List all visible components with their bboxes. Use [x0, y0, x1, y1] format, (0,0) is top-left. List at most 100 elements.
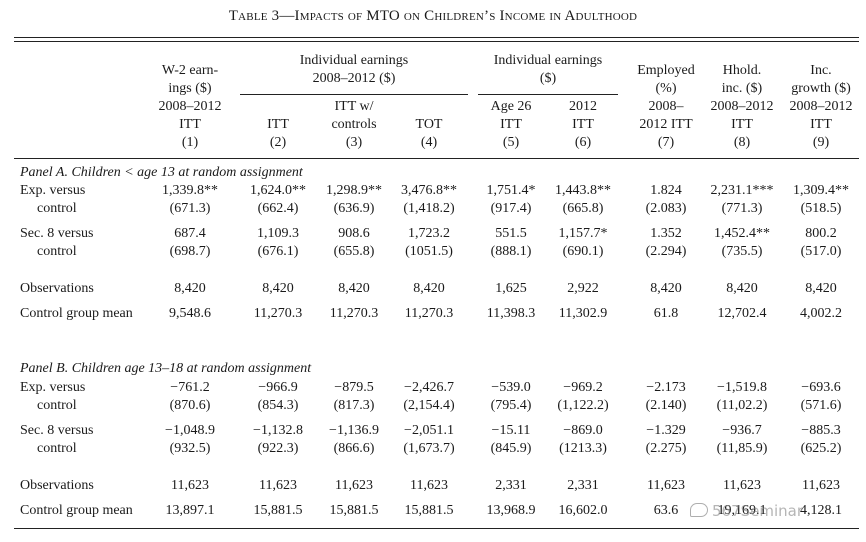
cell-exp-coef-col7: −2.173	[646, 380, 686, 395]
header-group-rule-right	[478, 94, 618, 95]
cell-exp-coef-col3: 1,298.9**	[326, 183, 382, 198]
cell-sec8-se-col1: (698.7)	[169, 244, 211, 259]
cell-sec8-coef-col2: 1,109.3	[257, 226, 299, 241]
cell-control-mean-col7: 61.8	[653, 306, 679, 321]
cell-sec8-se-col5: (888.1)	[490, 244, 532, 259]
header-col8: Hhold. inc. ($) 2008–2012 ITT (8)	[710, 63, 774, 150]
header-col2: ITT (2)	[267, 117, 289, 150]
cell-exp-coef-col5: 1,751.4*	[486, 183, 536, 198]
header-col7: Employed (%) 2008– 2012 ITT (7)	[637, 63, 695, 150]
cell-exp-coef-col8: 2,231.1***	[710, 183, 774, 198]
cell-exp-se-col2: (662.4)	[257, 201, 299, 216]
cell-sec8-coef-col7: 1.352	[650, 226, 682, 241]
cell-observations-col1: 11,623	[171, 478, 209, 493]
cell-observations-col7: 11,623	[647, 478, 685, 493]
cell-sec8-coef-col3: 908.6	[338, 226, 370, 241]
panel-a-title: Panel A. Children < age 13 at random ass…	[20, 165, 303, 180]
cell-control-mean-col6: 11,302.9	[558, 306, 608, 321]
cell-control-mean-col5: 13,968.9	[486, 503, 536, 518]
cell-sec8-se-col8: (11,85.9)	[716, 441, 768, 456]
header-col9: Inc. growth ($) 2008–2012 ITT (9)	[789, 63, 853, 150]
top-rule	[14, 37, 859, 38]
cell-observations-col4: 11,623	[410, 478, 448, 493]
row-label-exp-control: control	[37, 398, 77, 413]
header-bottom-rule	[14, 158, 859, 159]
cell-sec8-se-col9: (517.0)	[800, 244, 842, 259]
cell-sec8-coef-col9: 800.2	[805, 226, 837, 241]
cell-observations-col9: 11,623	[802, 478, 840, 493]
cell-control-mean-col8: 12,702.4	[717, 306, 767, 321]
header-group-indiv: Individual earnings ($)	[493, 53, 603, 86]
cell-exp-se-col2: (854.3)	[257, 398, 299, 413]
cell-sec8-se-col9: (625.2)	[800, 441, 842, 456]
cell-observations-col5: 1,625	[495, 281, 527, 296]
cell-observations-col7: 8,420	[650, 281, 682, 296]
header-group-rule-left	[240, 94, 468, 95]
cell-exp-se-col9: (571.6)	[800, 398, 842, 413]
cell-exp-coef-col4: −2,426.7	[404, 380, 454, 395]
cell-sec8-coef-col1: 687.4	[174, 226, 206, 241]
cell-sec8-se-col4: (1051.5)	[405, 244, 453, 259]
cell-exp-se-col3: (817.3)	[333, 398, 375, 413]
row-label-exp: Exp. versus	[20, 380, 86, 395]
chat-icon	[690, 503, 708, 517]
header-group-indiv-2008: Individual earnings 2008–2012 ($)	[299, 53, 409, 86]
cell-exp-se-col1: (870.6)	[169, 398, 211, 413]
cell-exp-coef-col1: 1,339.8**	[162, 183, 218, 198]
header-col1: W-2 earn- ings ($) 2008–2012 ITT (1)	[158, 63, 222, 150]
watermark-text: 567Seminar	[712, 502, 804, 520]
header-col5: Age 26 ITT (5)	[490, 99, 532, 150]
cell-observations-col1: 8,420	[174, 281, 206, 296]
cell-exp-se-col3: (636.9)	[333, 201, 375, 216]
cell-exp-coef-col2: 1,624.0**	[250, 183, 306, 198]
cell-exp-se-col9: (518.5)	[800, 201, 842, 216]
cell-exp-se-col1: (671.3)	[169, 201, 211, 216]
cell-control-mean-col5: 11,398.3	[486, 306, 536, 321]
row-label-sec8: Sec. 8 versus	[20, 226, 94, 241]
cell-sec8-se-col1: (932.5)	[169, 441, 211, 456]
cell-exp-coef-col6: −969.2	[563, 380, 603, 395]
row-label-exp: Exp. versus	[20, 183, 86, 198]
cell-control-mean-col4: 15,881.5	[404, 503, 454, 518]
cell-control-mean-col4: 11,270.3	[404, 306, 454, 321]
cell-observations-col6: 2,922	[567, 281, 599, 296]
cell-observations-col3: 11,623	[335, 478, 373, 493]
bottom-rule	[14, 528, 859, 529]
cell-exp-se-col5: (795.4)	[490, 398, 532, 413]
cell-observations-col5: 2,331	[495, 478, 527, 493]
row-label-control-mean: Control group mean	[20, 503, 133, 518]
cell-control-mean-col3: 11,270.3	[329, 306, 379, 321]
cell-exp-coef-col9: −693.6	[801, 380, 841, 395]
cell-sec8-se-col6: (690.1)	[562, 244, 604, 259]
cell-exp-se-col7: (2.140)	[645, 398, 687, 413]
cell-control-mean-col2: 15,881.5	[253, 503, 303, 518]
cell-control-mean-col7: 63.6	[653, 503, 679, 518]
cell-sec8-coef-col2: −1,132.8	[253, 423, 303, 438]
cell-observations-col3: 8,420	[338, 281, 370, 296]
cell-sec8-coef-col5: 551.5	[495, 226, 527, 241]
cell-exp-se-col8: (11,02.2)	[716, 398, 768, 413]
cell-exp-coef-col2: −966.9	[258, 380, 298, 395]
header-col4: TOT (4)	[415, 117, 443, 150]
cell-control-mean-col8: 19,169.1	[717, 503, 767, 518]
row-label-control-mean: Control group mean	[20, 306, 133, 321]
cell-sec8-coef-col4: −2,051.1	[404, 423, 454, 438]
cell-observations-col2: 8,420	[262, 281, 294, 296]
cell-observations-col8: 11,623	[723, 478, 761, 493]
cell-exp-se-col8: (771.3)	[721, 201, 763, 216]
cell-exp-coef-col1: −761.2	[170, 380, 210, 395]
cell-sec8-coef-col5: −15.11	[491, 423, 531, 438]
cell-exp-coef-col3: −879.5	[334, 380, 374, 395]
cell-exp-se-col5: (917.4)	[490, 201, 532, 216]
cell-sec8-coef-col8: 1,452.4**	[714, 226, 770, 241]
header-col3: ITT w/ controls (3)	[331, 99, 377, 150]
cell-exp-se-col7: (2.083)	[645, 201, 687, 216]
cell-control-mean-col9: 4,128.1	[800, 503, 842, 518]
cell-sec8-se-col2: (676.1)	[257, 244, 299, 259]
row-label-sec8-control: control	[37, 441, 77, 456]
cell-sec8-se-col7: (2.294)	[645, 244, 687, 259]
cell-exp-se-col6: (1,122.2)	[557, 398, 609, 413]
cell-sec8-se-col6: (1213.3)	[559, 441, 607, 456]
row-label-sec8-control: control	[37, 244, 77, 259]
cell-exp-coef-col6: 1,443.8**	[555, 183, 611, 198]
